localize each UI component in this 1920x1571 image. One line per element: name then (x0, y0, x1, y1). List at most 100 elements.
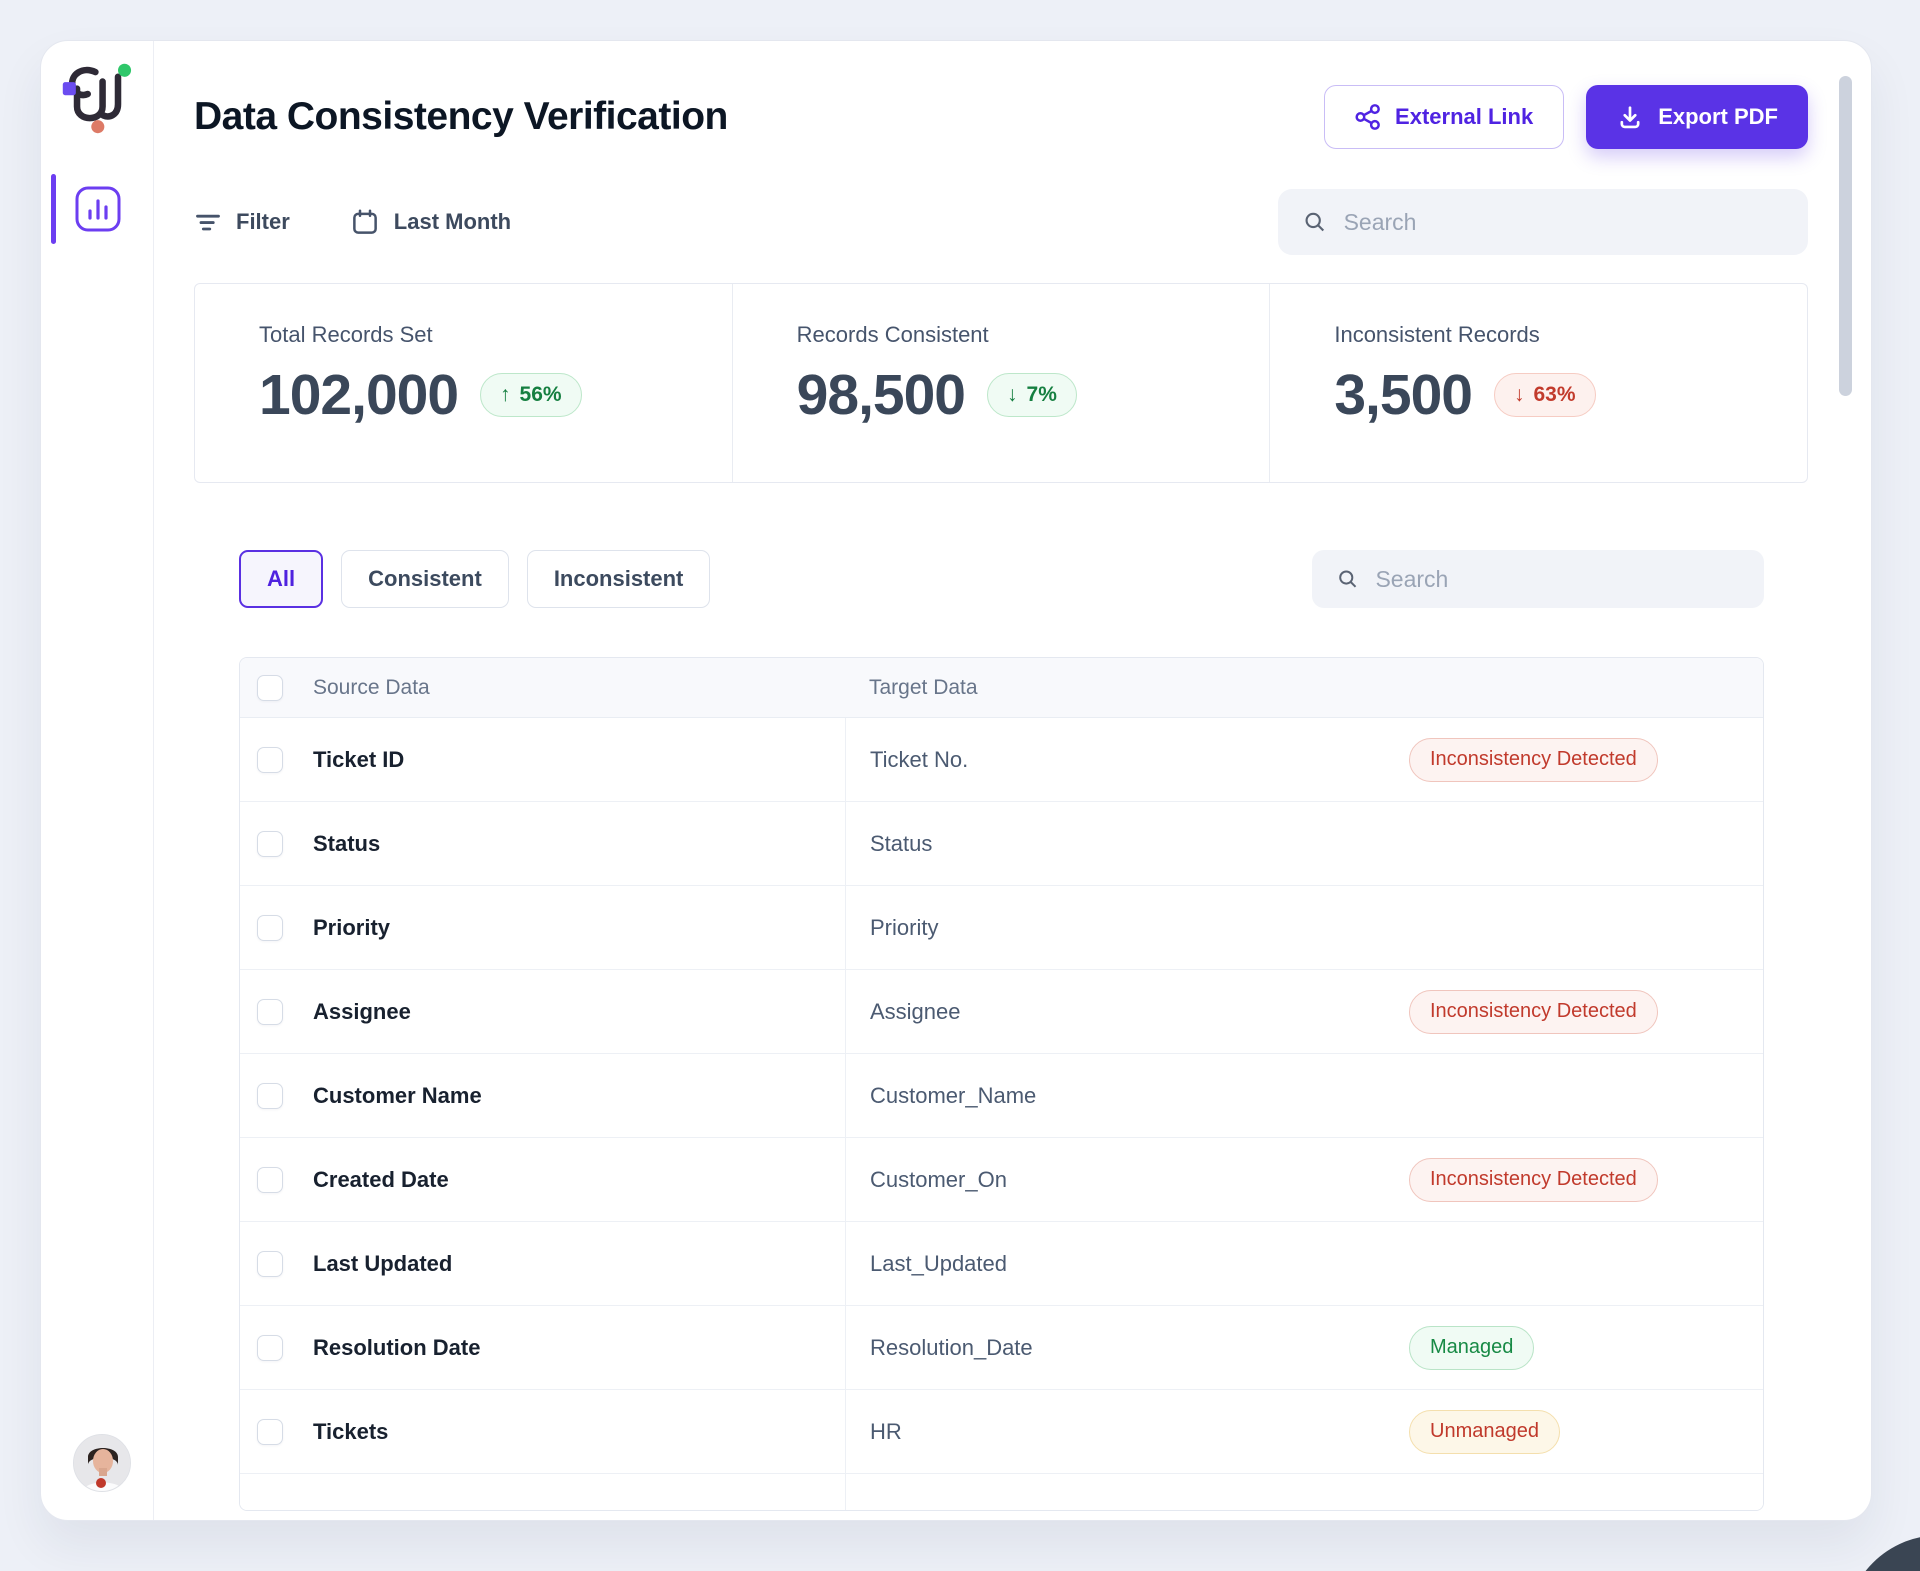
sidebar-item-analytics[interactable] (75, 186, 121, 232)
external-link-button[interactable]: External Link (1324, 85, 1565, 149)
app-logo (61, 59, 137, 135)
export-pdf-label: Export PDF (1658, 104, 1778, 129)
table-body: Ticket ID Ticket No. Inconsistency Detec… (240, 718, 1763, 1474)
table-search[interactable] (1312, 550, 1764, 608)
stat-label: Records Consistent (796, 322, 989, 347)
stat-label: Total Records Set (259, 322, 433, 347)
table-search-input[interactable] (1375, 565, 1740, 593)
logo-dot-red (91, 120, 105, 134)
target-data-cell: Resolution_Date (870, 1334, 1033, 1360)
status-badge: Inconsistency Detected (1409, 1157, 1658, 1202)
table-row[interactable]: Priority Priority (240, 886, 1763, 970)
calendar-icon (352, 209, 377, 234)
stat-records-consistent: Records Consistent 98,500 ↓ 7% (731, 284, 1270, 482)
table-row[interactable]: Created Date Customer_On Inconsistency D… (240, 1138, 1763, 1222)
global-search[interactable] (1278, 189, 1808, 255)
share-icon (1355, 104, 1380, 130)
stat-delta: 56% (519, 383, 562, 406)
trend-arrow-icon: ↓ (1007, 383, 1018, 406)
row-checkbox[interactable] (257, 1418, 283, 1445)
verification-table-section: All Consistent Inconsistent (239, 549, 1764, 1511)
external-link-label: External Link (1395, 104, 1534, 129)
row-checkbox[interactable] (257, 830, 283, 857)
row-checkbox[interactable] (257, 1166, 283, 1193)
table-row[interactable]: Last Updated Last_Updated (240, 1222, 1763, 1306)
source-data-cell: Ticket ID (313, 746, 405, 772)
search-icon (1305, 212, 1325, 232)
table-row[interactable]: Customer Name Customer_Name (240, 1054, 1763, 1138)
filter-button[interactable]: Filter (194, 208, 290, 236)
date-range-label: Last Month (393, 209, 512, 234)
column-header-target: Target Data (869, 675, 978, 699)
stat-inconsistent-records: Inconsistent Records 3,500 ↓ 63% (1269, 284, 1807, 482)
row-checkbox[interactable] (257, 998, 283, 1025)
row-checkbox[interactable] (257, 914, 283, 941)
app-window: Data Consistency Verification External L… (40, 40, 1872, 1521)
status-badge (1409, 822, 1449, 866)
stat-value: 3,500 (1334, 363, 1473, 427)
table-row[interactable]: Assignee Assignee Inconsistency Detected (240, 970, 1763, 1054)
download-icon (1620, 106, 1640, 129)
status-badge (1409, 1074, 1449, 1118)
target-data-cell: HR (870, 1418, 902, 1444)
date-range-button[interactable]: Last Month (350, 207, 511, 237)
status-badge (1409, 1242, 1449, 1286)
stat-value: 102,000 (259, 363, 459, 427)
stat-delta-badge: ↓ 63% (1493, 373, 1596, 417)
active-nav-indicator (51, 174, 56, 244)
row-checkbox[interactable] (257, 1082, 283, 1109)
table-row[interactable]: Tickets HR Unmanaged (240, 1390, 1763, 1474)
stat-delta: 7% (1026, 383, 1057, 406)
logo-dot-green (118, 63, 132, 77)
stat-total-records: Total Records Set 102,000 ↑ 56% (195, 284, 732, 482)
table-row[interactable]: Status Status (240, 802, 1763, 886)
main-content: Data Consistency Verification External L… (194, 41, 1808, 1520)
filter-tabs: All Consistent Inconsistent (239, 549, 1764, 609)
stats-summary: Total Records Set 102,000 ↑ 56% Records … (194, 283, 1808, 483)
user-avatar[interactable] (73, 1434, 131, 1492)
table-row[interactable]: Ticket ID Ticket No. Inconsistency Detec… (240, 718, 1763, 802)
filter-label: Filter (236, 209, 290, 234)
table-row[interactable]: Resolution Date Resolution_Date Managed (240, 1306, 1763, 1390)
tab-all[interactable]: All (239, 550, 324, 608)
target-data-cell: Assignee (870, 998, 961, 1024)
target-data-cell: Status (870, 830, 933, 856)
stat-delta: 63% (1533, 383, 1576, 406)
search-icon (1339, 570, 1357, 588)
row-checkbox[interactable] (257, 1334, 283, 1361)
row-checkbox[interactable] (257, 1250, 283, 1277)
filter-icon (196, 214, 220, 231)
status-badge (1409, 906, 1449, 950)
stat-label: Inconsistent Records (1334, 322, 1540, 347)
table-header-row: Source Data Target Data (240, 658, 1763, 718)
source-data-cell: Assignee (313, 998, 411, 1024)
source-data-cell: Customer Name (313, 1082, 482, 1108)
logo-icon (62, 63, 132, 134)
avatar-image (74, 1435, 130, 1491)
target-data-cell: Customer_On (870, 1166, 1007, 1192)
search-input[interactable] (1343, 208, 1784, 236)
source-data-cell: Created Date (313, 1166, 449, 1192)
corner-decoration (1845, 1535, 1920, 1571)
trend-arrow-icon: ↓ (1513, 383, 1525, 406)
status-badge: Managed (1409, 1325, 1535, 1370)
row-checkbox[interactable] (257, 746, 283, 773)
bar-chart-icon (75, 186, 121, 232)
mapping-table: Source Data Target Data Ticket ID Ticket… (239, 657, 1764, 1511)
target-data-cell: Priority (870, 914, 939, 940)
source-data-cell: Tickets (313, 1418, 389, 1444)
target-data-cell: Last_Updated (870, 1250, 1007, 1276)
export-pdf-button[interactable]: Export PDF (1586, 85, 1808, 149)
tab-consistent[interactable]: Consistent (341, 550, 509, 608)
select-all-checkbox[interactable] (257, 674, 283, 701)
table-row-partial (240, 1474, 1763, 1510)
column-header-source: Source Data (313, 675, 430, 699)
stat-delta-badge: ↓ 7% (987, 373, 1077, 417)
vertical-scrollbar[interactable] (1839, 76, 1852, 396)
source-data-cell: Resolution Date (313, 1334, 481, 1360)
target-data-cell: Ticket No. (870, 746, 969, 772)
status-badge: Inconsistency Detected (1409, 989, 1658, 1034)
stat-delta-badge: ↑ 56% (480, 373, 582, 417)
filter-toolbar: Filter Last Month (194, 189, 1808, 255)
tab-inconsistent[interactable]: Inconsistent (526, 550, 711, 608)
